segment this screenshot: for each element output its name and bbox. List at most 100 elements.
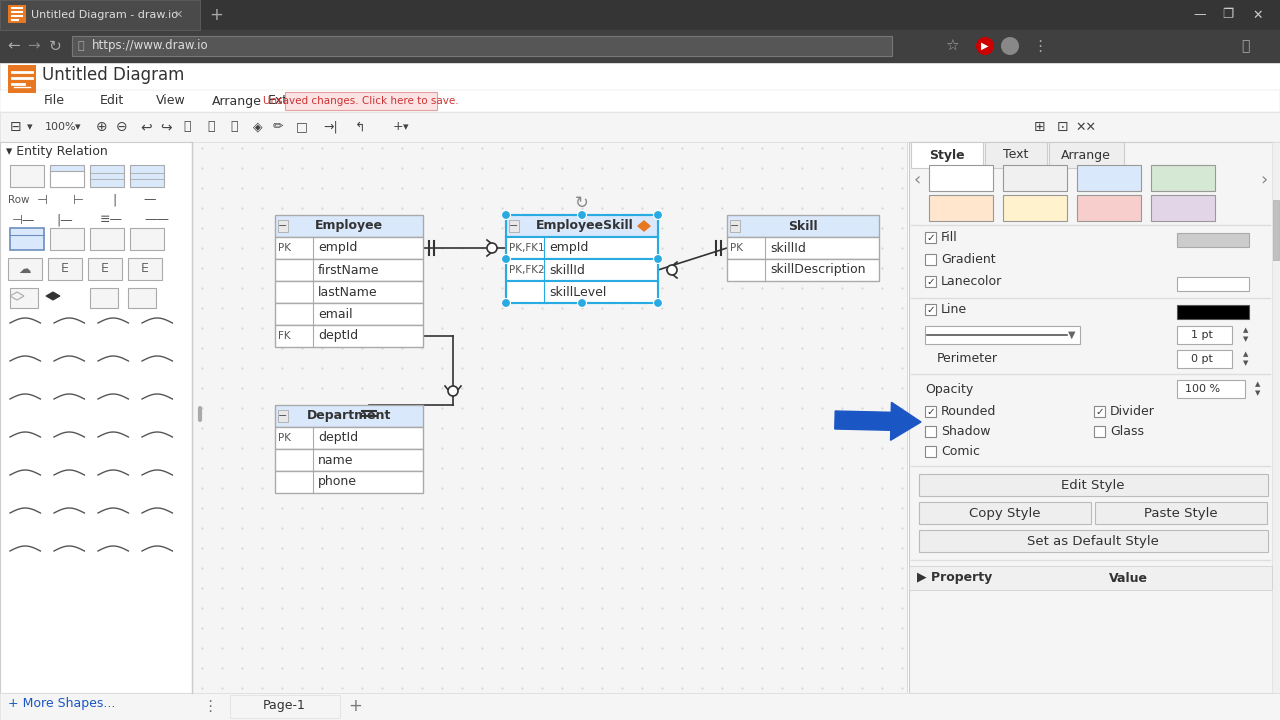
Text: −: − <box>509 221 518 231</box>
Bar <box>1178 380 1245 398</box>
Text: ▾ Entity Relation: ▾ Entity Relation <box>6 145 108 158</box>
Text: name: name <box>317 454 353 467</box>
Bar <box>8 258 42 280</box>
Circle shape <box>1001 37 1019 55</box>
Bar <box>925 232 936 243</box>
Circle shape <box>486 243 497 253</box>
Bar <box>131 228 164 250</box>
Text: +: + <box>393 120 403 133</box>
Text: Fill: Fill <box>941 231 957 244</box>
Bar <box>1004 165 1068 191</box>
Bar <box>925 406 936 417</box>
Text: FK: FK <box>278 331 291 341</box>
Text: ▼: ▼ <box>1243 360 1248 366</box>
Bar <box>275 303 422 325</box>
Text: ▲: ▲ <box>1243 351 1248 357</box>
Text: PK: PK <box>730 243 742 253</box>
Bar <box>986 142 1047 168</box>
Text: ⊕: ⊕ <box>96 120 108 134</box>
Bar <box>1272 142 1280 693</box>
Circle shape <box>654 254 663 264</box>
Text: ▾: ▾ <box>76 122 81 132</box>
Text: E: E <box>141 263 148 276</box>
Bar <box>88 258 122 280</box>
Text: Comic: Comic <box>941 445 980 458</box>
Bar <box>0 30 1280 62</box>
Bar <box>1094 426 1105 437</box>
Text: PK: PK <box>278 433 291 443</box>
Text: 🌐: 🌐 <box>1240 39 1249 53</box>
Circle shape <box>577 210 586 220</box>
Text: ←: ← <box>8 38 20 53</box>
Text: →: → <box>28 38 41 53</box>
Bar <box>275 471 422 493</box>
Text: 100 %: 100 % <box>1185 384 1220 394</box>
Bar <box>0 90 1280 112</box>
Text: ↻: ↻ <box>49 38 61 53</box>
Text: skillId: skillId <box>549 264 585 276</box>
Bar <box>10 228 44 250</box>
Text: 1 pt: 1 pt <box>1190 330 1213 340</box>
Bar <box>929 165 993 191</box>
Bar <box>192 142 908 693</box>
Bar <box>925 326 1080 344</box>
Bar <box>919 502 1091 524</box>
Text: ▲: ▲ <box>1254 381 1261 387</box>
Bar <box>1178 277 1249 291</box>
Text: 100%: 100% <box>45 122 77 132</box>
Bar <box>0 112 1280 142</box>
Text: ‹: ‹ <box>914 171 920 189</box>
Bar <box>909 142 1280 693</box>
Bar <box>506 259 658 281</box>
Text: skillId: skillId <box>771 241 806 254</box>
Text: PK,FK2: PK,FK2 <box>509 265 544 275</box>
Text: ↰: ↰ <box>355 120 366 133</box>
Text: ⎘: ⎘ <box>207 120 215 133</box>
Bar <box>278 410 288 422</box>
Text: deptId: deptId <box>317 431 358 444</box>
Text: Copy Style: Copy Style <box>969 506 1041 520</box>
Bar <box>925 304 936 315</box>
Bar <box>925 254 936 265</box>
Bar <box>275 449 422 471</box>
Text: ✓: ✓ <box>927 407 934 416</box>
Text: ⊞: ⊞ <box>1034 120 1046 134</box>
Text: →|: →| <box>323 120 338 133</box>
Text: E: E <box>101 263 109 276</box>
Circle shape <box>654 299 663 307</box>
Text: ✓: ✓ <box>927 233 934 243</box>
Text: ☆: ☆ <box>945 38 959 53</box>
Text: ▼: ▼ <box>1069 330 1075 340</box>
Bar <box>0 693 1280 720</box>
Bar <box>275 281 422 303</box>
Circle shape <box>654 210 663 220</box>
Bar <box>1178 350 1231 368</box>
Bar <box>8 5 26 23</box>
Polygon shape <box>46 292 60 300</box>
Text: Untitled Diagram: Untitled Diagram <box>42 66 184 84</box>
Text: ▶ Property: ▶ Property <box>916 572 992 585</box>
Bar <box>925 446 936 457</box>
Text: Extras: Extras <box>268 94 307 107</box>
Text: Edit Style: Edit Style <box>1061 479 1125 492</box>
Bar <box>10 165 44 187</box>
Text: ▶: ▶ <box>982 41 988 51</box>
Text: Value: Value <box>1108 572 1148 585</box>
Text: Lanecolor: Lanecolor <box>941 275 1002 288</box>
Bar <box>506 215 658 237</box>
Text: Untitled Diagram - draw.io: Untitled Diagram - draw.io <box>31 10 178 20</box>
Text: ▼: ▼ <box>1243 336 1248 342</box>
Bar <box>275 237 422 259</box>
Bar <box>128 288 156 308</box>
Text: email: email <box>317 307 352 320</box>
Text: ▼: ▼ <box>1254 390 1261 396</box>
Text: firstName: firstName <box>317 264 379 276</box>
Bar <box>925 276 936 287</box>
Text: View: View <box>156 94 186 107</box>
Text: ›: › <box>1261 171 1267 189</box>
Bar <box>509 220 518 232</box>
Text: Page-1: Page-1 <box>262 700 306 713</box>
Text: ✓: ✓ <box>927 305 934 315</box>
Bar <box>1151 195 1215 221</box>
Text: phone: phone <box>317 475 357 488</box>
